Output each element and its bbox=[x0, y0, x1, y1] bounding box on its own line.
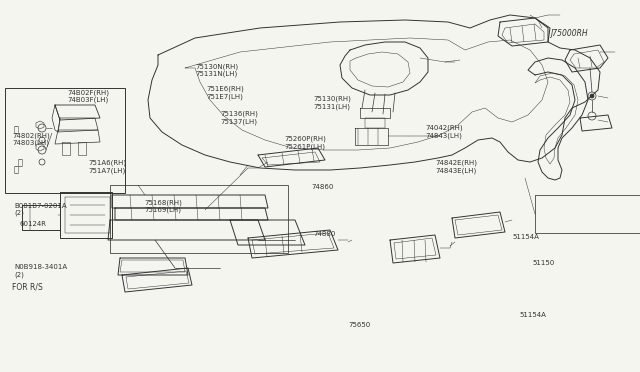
Text: 74860: 74860 bbox=[312, 184, 334, 190]
Bar bbox=[5, 88, 125, 193]
Text: 751E6(RH)
751E7(LH): 751E6(RH) 751E7(LH) bbox=[206, 86, 244, 100]
Text: 74880: 74880 bbox=[314, 231, 336, 237]
Text: FOR R/S: FOR R/S bbox=[12, 283, 42, 292]
Text: Ⓑ: Ⓑ bbox=[18, 158, 23, 167]
Text: 751A6(RH)
751A7(LH): 751A6(RH) 751A7(LH) bbox=[88, 160, 127, 174]
Bar bbox=[110, 185, 288, 253]
Text: Ⓝ: Ⓝ bbox=[14, 125, 19, 134]
Circle shape bbox=[590, 94, 594, 98]
Text: B081B7-0201A
(2): B081B7-0201A (2) bbox=[14, 203, 67, 216]
Text: 75650: 75650 bbox=[349, 322, 371, 328]
Text: 75136(RH)
75137(LH): 75136(RH) 75137(LH) bbox=[221, 111, 259, 125]
Text: 51150: 51150 bbox=[532, 260, 555, 266]
Text: 51154A: 51154A bbox=[512, 234, 539, 240]
Text: 74B02F(RH)
74B03F(LH): 74B02F(RH) 74B03F(LH) bbox=[67, 89, 109, 103]
Text: 60124R: 60124R bbox=[19, 221, 46, 227]
Text: Ⓝ: Ⓝ bbox=[14, 165, 19, 174]
Text: N0B918-3401A
(2): N0B918-3401A (2) bbox=[14, 264, 67, 278]
Text: 75130(RH)
75131(LH): 75130(RH) 75131(LH) bbox=[314, 96, 351, 110]
Text: 74042(RH)
74843(LH): 74042(RH) 74843(LH) bbox=[426, 125, 463, 139]
Text: J75000RH: J75000RH bbox=[550, 29, 588, 38]
Text: 75168(RH)
75169(LH): 75168(RH) 75169(LH) bbox=[144, 199, 182, 213]
Text: 51154A: 51154A bbox=[520, 312, 547, 318]
Bar bbox=[535, 195, 640, 233]
Text: 75260P(RH)
75261P(LH): 75260P(RH) 75261P(LH) bbox=[285, 136, 326, 150]
Text: 74802(RH)
74803(LH): 74802(RH) 74803(LH) bbox=[13, 132, 51, 146]
Text: 75130N(RH)
75131N(LH): 75130N(RH) 75131N(LH) bbox=[195, 63, 238, 77]
Text: 74842E(RH)
74843E(LH): 74842E(RH) 74843E(LH) bbox=[435, 160, 477, 174]
